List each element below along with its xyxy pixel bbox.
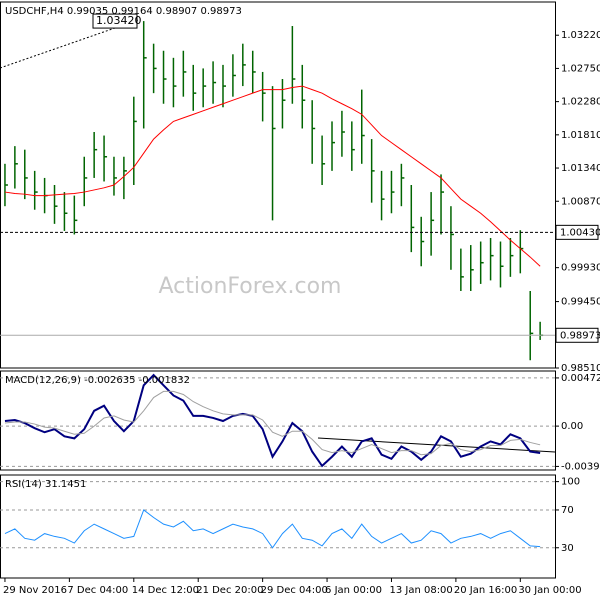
y-tick-label: 1.00870 [561,196,600,207]
y-tick-label: 1.03220 [561,30,600,41]
x-tick-label: 13 Jan 08:00 [389,585,452,596]
level-box [555,224,599,240]
x-tick-label: 29 Dec 04:00 [261,585,328,596]
series-line [4,85,541,267]
panel-title: MACD(12,26,9) -0.002635 -0.001832 [5,375,190,386]
y-tick-label: 70 [561,505,574,516]
y-tick-label: 0.99930 [561,263,600,274]
y-tick-label: 1.01810 [561,130,600,141]
panel-title: RSI(14) 31.1451 [5,479,86,490]
y-tick-label: 1.02750 [561,63,600,74]
watermark: ActionForex.com [159,274,342,299]
x-tick-label: 20 Jan 16:00 [454,585,517,596]
current-price-label: 0.98973 [560,330,600,341]
panel-title: USDCHF,H4 0.99035 0.99164 0.98907 0.9897… [5,6,242,17]
x-tick-label: 6 Jan 00:00 [325,585,382,596]
annotation-box [92,13,138,29]
x-tick-label: 7 Dec 04:00 [67,585,128,596]
x-tick-label: 29 Nov 2016 [3,585,67,596]
current-price-box [555,327,599,343]
series-line [4,509,541,549]
y-tick-label: 100 [561,477,580,488]
series-line [4,390,541,456]
y-tick-label: 1.02280 [561,97,600,108]
y-tick-label: 0.00 [561,421,583,432]
series-line [4,373,541,468]
x-tick-label: 30 Jan 00:00 [518,585,581,596]
level-label: 1.00430 [560,227,600,238]
x-tick-label: 21 Dec 20:00 [196,585,263,596]
y-tick-label: 30 [561,543,574,554]
y-tick-label: 1.01340 [561,163,600,174]
y-tick-label: -0.003949 [561,461,600,472]
annotation-label: 1.03420 [96,14,142,27]
y-tick-label: 0.004721 [561,373,600,384]
x-tick-label: 14 Dec 12:00 [132,585,199,596]
y-tick-label: 0.99450 [561,297,600,308]
y-tick-label: 0.98510 [561,363,600,374]
